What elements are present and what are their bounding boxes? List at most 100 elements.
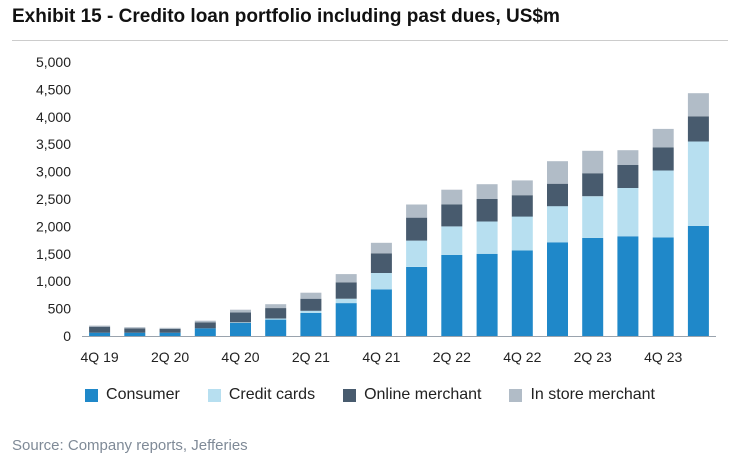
bar-segment-consumer bbox=[547, 242, 568, 336]
bar-segment-consumer bbox=[300, 313, 322, 336]
legend-label-in-store-merchant: In store merchant bbox=[530, 386, 655, 403]
legend-item-online-merchant: Online merchant bbox=[343, 386, 481, 404]
bar-segment-credit-cards bbox=[230, 322, 251, 323]
bar-segment-consumer bbox=[652, 237, 674, 336]
bar-segment-credit-cards bbox=[300, 310, 322, 313]
stacked-bar-chart: 0 500 1,000 1,500 2,000 2,500 3,000 3,500 4,000 4… bbox=[36, 54, 716, 365]
bar-segment-consumer bbox=[617, 236, 639, 336]
bar-segment-online-merchant bbox=[547, 183, 568, 207]
x-tick-label: 2Q 23 bbox=[574, 349, 612, 365]
y-tick-label: 3,000 bbox=[36, 164, 71, 180]
bar-segment-in-store-merchant bbox=[335, 274, 357, 283]
bar-segment-credit-cards bbox=[547, 206, 568, 243]
bar-segment-consumer bbox=[582, 237, 604, 336]
bar-segment-credit-cards bbox=[370, 273, 392, 290]
bar-segment-consumer bbox=[687, 225, 709, 336]
bar-segment-credit-cards bbox=[582, 196, 604, 238]
bar-segment-online-merchant bbox=[687, 116, 709, 142]
bar-segment-online-merchant bbox=[335, 282, 357, 299]
bar-segment-consumer bbox=[511, 250, 533, 336]
bar-segment-online-merchant bbox=[300, 298, 322, 311]
x-tick-label: 4Q 21 bbox=[362, 349, 400, 365]
bar-segment-credit-cards bbox=[476, 221, 498, 254]
bar-segment-credit-cards bbox=[511, 216, 533, 251]
bar-segment-in-store-merchant bbox=[582, 150, 604, 174]
bar-segment-in-store-merchant bbox=[687, 93, 709, 117]
bar-segment-online-merchant bbox=[406, 217, 428, 241]
bar-segment-in-store-merchant bbox=[124, 327, 146, 329]
bar-segment-in-store-merchant bbox=[159, 327, 181, 329]
bar-segment-in-store-merchant bbox=[511, 180, 533, 196]
bar-segment-in-store-merchant bbox=[370, 242, 392, 254]
x-tick-label: 4Q 22 bbox=[503, 349, 541, 365]
y-tick-label: 1,000 bbox=[36, 273, 71, 289]
x-tick-label: 2Q 22 bbox=[433, 349, 471, 365]
bar-segment-online-merchant bbox=[476, 199, 498, 222]
bar-segment-credit-cards bbox=[265, 318, 287, 320]
x-tick-label: 4Q 23 bbox=[644, 349, 682, 365]
bar-segment-consumer bbox=[441, 254, 463, 336]
y-tick-label: 1,500 bbox=[36, 246, 71, 262]
bar-segment-in-store-merchant bbox=[547, 161, 568, 184]
bar-segment-consumer bbox=[406, 267, 428, 336]
bar-segment-consumer bbox=[159, 332, 181, 336]
bar-segment-online-merchant bbox=[230, 312, 251, 323]
legend-swatch-in-store-merchant bbox=[509, 388, 523, 402]
title-divider bbox=[12, 40, 728, 41]
bar-segment-in-store-merchant bbox=[89, 325, 111, 327]
bar-segment-online-merchant bbox=[652, 147, 674, 171]
bar-segment-credit-cards bbox=[652, 170, 674, 238]
chart-title: Exhibit 15 - Credito loan portfolio incl… bbox=[12, 6, 560, 27]
bar-segment-online-merchant bbox=[370, 253, 392, 273]
bar-segment-consumer bbox=[230, 322, 251, 336]
legend-label-credit-cards: Credit cards bbox=[228, 386, 316, 403]
chart-legend: Consumer Credit cards Online merchant In… bbox=[0, 386, 740, 404]
bar-segment-consumer bbox=[370, 289, 392, 336]
legend-item-in-store-merchant: In store merchant bbox=[509, 386, 655, 404]
bar-segment-in-store-merchant bbox=[300, 292, 322, 299]
bar-segment-consumer bbox=[124, 332, 146, 336]
bar-segment-in-store-merchant bbox=[406, 204, 428, 218]
bar-segment-consumer bbox=[265, 319, 287, 336]
y-tick-label: 0 bbox=[63, 328, 71, 344]
y-tick-label: 4,000 bbox=[36, 109, 71, 125]
y-tick-label: 3,500 bbox=[36, 136, 71, 152]
legend-swatch-credit-cards bbox=[207, 388, 221, 402]
bar-segment-in-store-merchant bbox=[230, 309, 251, 313]
bar-segment-consumer bbox=[335, 303, 357, 336]
y-tick-label: 500 bbox=[48, 301, 72, 317]
bar-segment-in-store-merchant bbox=[265, 304, 287, 308]
bar-segment-consumer bbox=[89, 332, 111, 336]
x-tick-label: 2Q 21 bbox=[292, 349, 330, 365]
bar-segment-in-store-merchant bbox=[476, 184, 498, 199]
bar-segment-credit-cards bbox=[406, 240, 428, 267]
bar-segment-in-store-merchant bbox=[194, 320, 216, 323]
bar-segment-consumer bbox=[194, 328, 216, 336]
bar-segment-in-store-merchant bbox=[617, 150, 639, 165]
legend-swatch-consumer bbox=[85, 388, 99, 402]
legend-item-credit-cards: Credit cards bbox=[207, 386, 316, 404]
bar-segment-online-merchant bbox=[89, 326, 111, 333]
x-tick-label: 4Q 20 bbox=[221, 349, 259, 365]
bar-segment-online-merchant bbox=[617, 165, 639, 188]
y-tick-label: 4,500 bbox=[36, 81, 71, 97]
bar-segment-consumer bbox=[476, 253, 498, 336]
bar-segment-online-merchant bbox=[194, 322, 216, 329]
bar-segment-online-merchant bbox=[159, 328, 181, 333]
bar-segment-in-store-merchant bbox=[652, 128, 674, 148]
y-tick-label: 2,500 bbox=[36, 191, 71, 207]
bar-segment-credit-cards bbox=[687, 141, 709, 226]
legend-label-online-merchant: Online merchant bbox=[364, 386, 482, 403]
y-tick-label: 2,000 bbox=[36, 218, 71, 234]
bar-segment-credit-cards bbox=[617, 188, 639, 237]
legend-item-consumer: Consumer bbox=[85, 386, 180, 404]
x-tick-label: 2Q 20 bbox=[151, 349, 189, 365]
legend-swatch-online-merchant bbox=[343, 388, 357, 402]
bar-segment-online-merchant bbox=[511, 195, 533, 217]
bar-segment-online-merchant bbox=[124, 328, 146, 333]
bar-segment-online-merchant bbox=[441, 204, 463, 227]
source-note: Source: Company reports, Jefferies bbox=[12, 437, 248, 454]
bar-segment-credit-cards bbox=[441, 226, 463, 255]
bar-segment-credit-cards bbox=[335, 298, 357, 304]
bar-segment-online-merchant bbox=[265, 308, 287, 319]
